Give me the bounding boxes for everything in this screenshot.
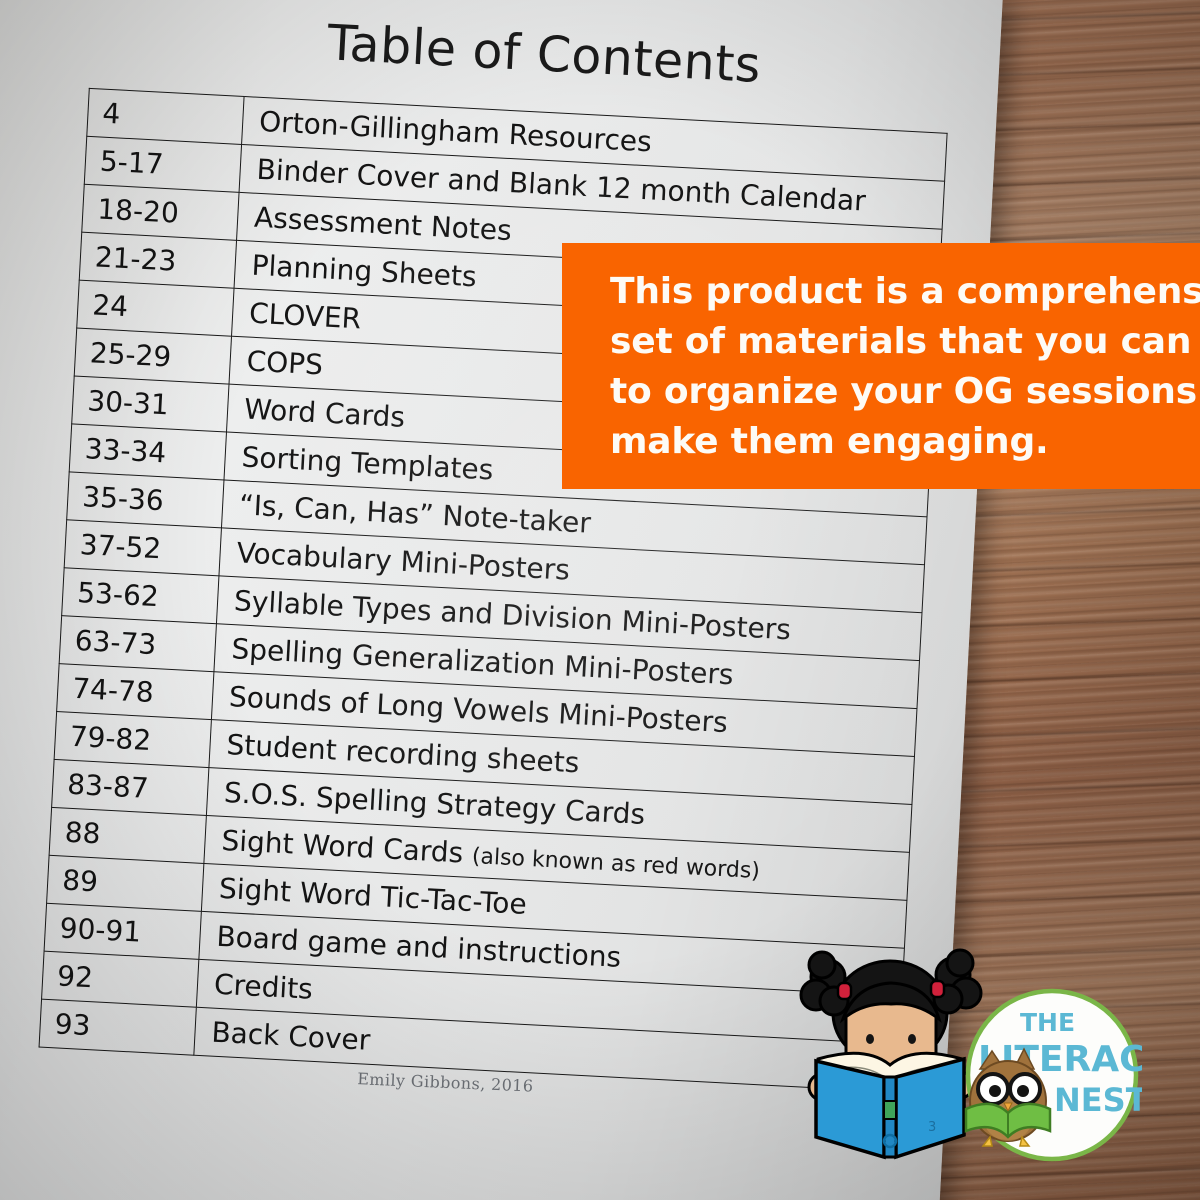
toc-page-range: 33-34: [69, 423, 227, 480]
author-credit: Emily Gibbons, 2016: [356, 1069, 534, 1096]
pigtail-right-icon: [929, 948, 983, 1015]
pigtail-left-icon: [799, 950, 853, 1017]
toc-page-range: 74-78: [56, 663, 214, 720]
toc-page-range: 25-29: [74, 328, 232, 385]
toc-page-range: 24: [76, 280, 235, 337]
callout-line-1: This product is a comprehensive: [610, 271, 1200, 312]
book-cover-left: [814, 1058, 886, 1160]
book-cover-right: [894, 1056, 966, 1160]
toc-page-range: 5-17: [84, 136, 242, 193]
toc-page-range: 18-20: [81, 184, 240, 241]
toc-page-range: 37-52: [64, 519, 222, 576]
toc-page-range: 83-87: [51, 759, 209, 816]
toc-page-range: 92: [41, 951, 199, 1008]
literacy-nest-logo: THE LITERACY NEST: [964, 988, 1142, 1162]
logo-line-the: THE: [1020, 1008, 1075, 1037]
toc-page-range: 30-31: [71, 375, 230, 433]
toc-page-range: 35-36: [66, 471, 224, 528]
toc-page-range: 90-91: [44, 903, 202, 960]
toc-page-range: 21-23: [79, 232, 237, 289]
toc-page-range: 53-62: [61, 567, 219, 624]
toc-page-range: 79-82: [54, 711, 212, 768]
toc-page-range: 93: [39, 999, 197, 1056]
book-page-number: 3: [928, 1120, 936, 1135]
toc-page-range: 89: [46, 855, 204, 912]
girl-reading-clipart: 3: [799, 948, 983, 1160]
toc-entry-subtitle: (also known as red words): [471, 843, 761, 884]
owl-icon: [964, 1047, 1052, 1147]
eye-left: [866, 1034, 874, 1044]
callout-line-2: set of materials that you can use: [610, 321, 1200, 362]
toc-page-range: 63-73: [59, 615, 217, 672]
toc-page-range: 4: [86, 88, 245, 145]
toc-page-range: 88: [49, 807, 207, 864]
logo-line-nest: NEST: [1054, 1081, 1142, 1119]
callout-line-3: to organize your OG sessions and: [610, 371, 1200, 412]
promo-callout-box: This product is a comprehensive set of m…: [562, 243, 1200, 489]
callout-line-4: make them engaging.: [610, 421, 1049, 462]
eye-right: [908, 1034, 916, 1044]
